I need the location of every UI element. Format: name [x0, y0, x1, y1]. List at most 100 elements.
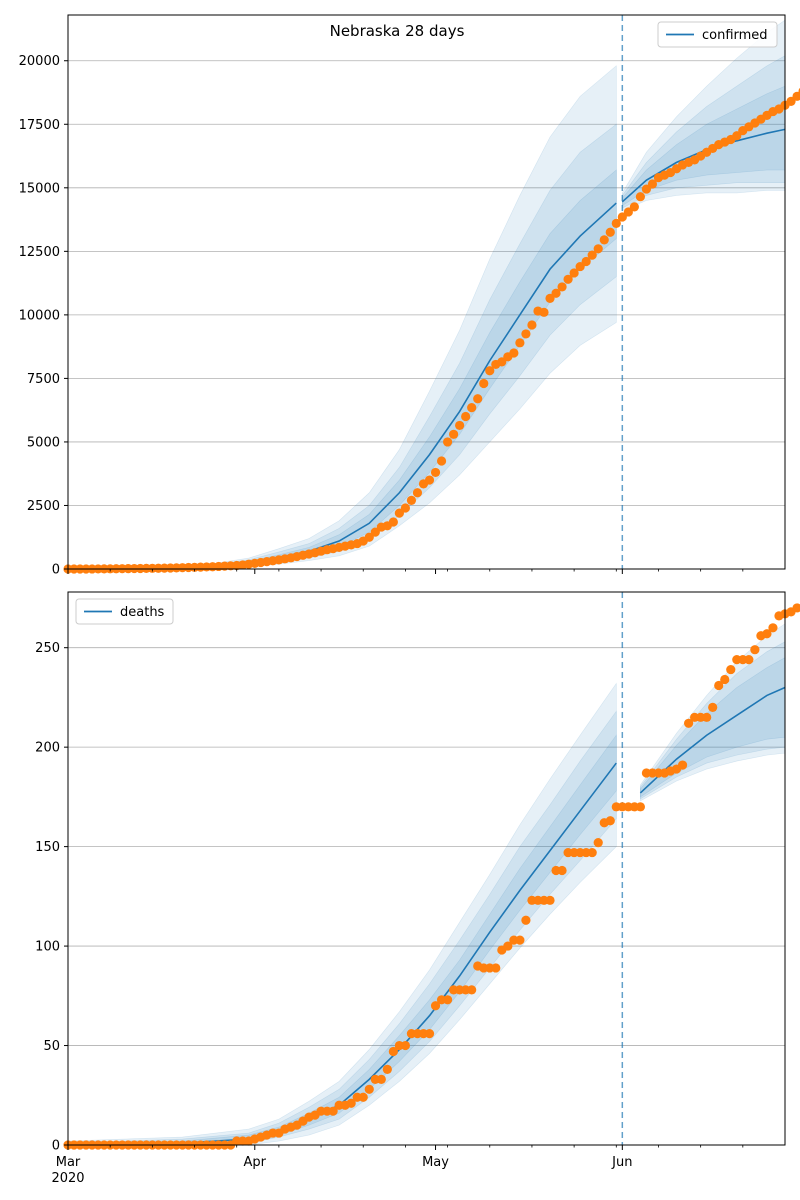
observed-point: [436, 456, 447, 466]
legend-box: [657, 21, 778, 48]
observed-point: [485, 366, 495, 376]
observed-point: [623, 207, 633, 217]
observed-point: [677, 760, 688, 770]
observed-point: [539, 307, 549, 317]
observed-point: [768, 623, 778, 633]
forecast-uncertainty-band: [622, 19, 785, 212]
observed-point: [587, 847, 597, 858]
observed-point: [720, 674, 730, 685]
observed-point: [527, 320, 537, 330]
gridlines: [68, 647, 785, 1146]
observed-point: [461, 411, 471, 422]
plot-frame: [67, 14, 786, 570]
observed-point: [593, 838, 603, 848]
observed-point: [702, 712, 712, 722]
observed-point: [497, 357, 507, 367]
observed-point: [708, 702, 718, 712]
observed-point: [605, 227, 615, 237]
observed-point: [647, 179, 658, 189]
observed-point: [786, 96, 796, 107]
deaths-panel: 0 50 100 150 200 250 Mar Apr May Jun 2020 deaths: [35, 591, 800, 1186]
observed-point: [376, 1074, 386, 1084]
plot-area: [68, 592, 785, 1145]
observed-point: [467, 403, 477, 413]
y-axis: 0 2500 5000 7500 10000 12500 15000 17500 20000: [19, 54, 68, 578]
observed-point: [617, 212, 627, 222]
observed-point: [370, 527, 380, 537]
observed-point: [762, 629, 772, 639]
observed-point: [503, 941, 513, 951]
observed-point: [635, 192, 645, 202]
confirmed-panel: 0 2500 5000 7500 10000 12500 15000 17500 20000 co…: [19, 14, 800, 578]
y-tick-label: 50: [43, 1039, 60, 1054]
forecast-uncertainty-band: [640, 623, 785, 802]
observed-point: [473, 394, 483, 404]
observed-points: [63, 603, 800, 1150]
chart-title: Nebraska 28 days: [330, 22, 465, 40]
fit-uncertainty-band: [68, 710, 617, 1145]
y-tick-label: 17500: [19, 118, 60, 133]
observed-point: [442, 437, 453, 447]
observed-point: [611, 218, 621, 228]
gridlines: [68, 60, 785, 570]
observed-point: [400, 503, 411, 513]
observed-point: [424, 1029, 435, 1039]
observed-point: [593, 244, 603, 254]
observed-point: [569, 268, 579, 278]
observed-point: [581, 256, 591, 267]
observed-point: [400, 1040, 411, 1051]
y-tick-label: 250: [35, 641, 60, 656]
y-axis: 0 50 100 150 200 250: [35, 641, 68, 1154]
observed-point: [412, 488, 423, 498]
observed-point: [515, 935, 525, 945]
observed-point: [521, 329, 531, 339]
x-tick-label: Apr: [244, 1155, 267, 1170]
observed-point: [509, 348, 519, 358]
legend: deaths: [75, 598, 174, 625]
y-tick-label: 7500: [27, 372, 60, 387]
observed-point: [557, 865, 567, 876]
fit-uncertainty-band: [68, 65, 617, 569]
observed-point: [641, 184, 652, 194]
observed-point: [346, 1098, 356, 1108]
observed-point: [491, 963, 501, 973]
observed-point: [792, 91, 800, 101]
observed-point: [515, 338, 525, 348]
observed-point: [587, 250, 597, 260]
observed-point: [430, 467, 441, 478]
observed-point: [328, 1106, 338, 1116]
observed-point: [744, 655, 754, 665]
x-tick-year: 2020: [51, 1171, 84, 1186]
observed-point: [605, 816, 615, 826]
fit-uncertainty-band: [68, 682, 617, 1145]
observed-point: [382, 1064, 392, 1075]
observed-point: [750, 645, 760, 655]
y-tick-label: 100: [35, 940, 60, 955]
legend: confirmed: [657, 21, 778, 48]
observed-point: [430, 1001, 441, 1011]
observed-point: [521, 915, 531, 925]
legend-label: confirmed: [702, 28, 768, 43]
y-tick-label: 15000: [19, 181, 60, 196]
x-tick-label: Mar: [56, 1155, 81, 1170]
observed-point: [551, 288, 561, 298]
observed-point: [599, 235, 609, 245]
observed-point: [545, 895, 555, 905]
observed-point: [442, 995, 453, 1005]
x-axis: Mar Apr May Jun 2020: [51, 1145, 744, 1186]
observed-point: [388, 517, 398, 527]
y-tick-label: 2500: [27, 499, 60, 514]
y-tick-label: 10000: [19, 308, 60, 323]
observed-point: [629, 202, 639, 212]
plot-frame: [67, 591, 786, 1146]
x-axis: [67, 569, 744, 574]
observed-point: [545, 293, 555, 303]
y-tick-label: 0: [52, 563, 60, 578]
observed-point: [635, 802, 645, 812]
y-tick-label: 20000: [19, 54, 60, 69]
observed-point: [364, 532, 374, 542]
observed-point: [388, 1046, 398, 1057]
y-tick-label: 12500: [19, 245, 60, 260]
observed-point: [394, 508, 404, 518]
observed-point: [467, 985, 477, 995]
